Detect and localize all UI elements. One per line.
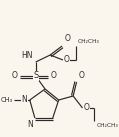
Text: O: O <box>64 55 70 65</box>
Text: O: O <box>83 103 89 112</box>
Text: CH₂CH₃: CH₂CH₃ <box>77 39 99 44</box>
Text: CH₃: CH₃ <box>1 97 13 103</box>
Text: HN: HN <box>22 51 33 60</box>
Text: O: O <box>78 71 84 80</box>
Text: N: N <box>27 120 33 129</box>
Text: O: O <box>65 34 71 43</box>
Text: N: N <box>21 95 27 105</box>
Text: S: S <box>33 72 38 81</box>
Text: CH₂CH₃: CH₂CH₃ <box>96 123 118 128</box>
Text: O: O <box>12 72 18 81</box>
Text: O: O <box>51 72 57 81</box>
